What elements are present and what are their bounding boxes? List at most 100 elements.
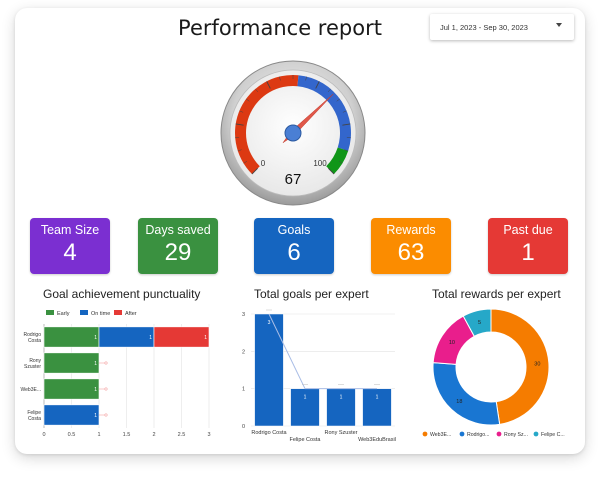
- gauge-tick: [237, 149, 242, 152]
- gauge-hub: [284, 124, 302, 142]
- gauge-max-label: 100: [313, 159, 327, 168]
- y-category-label: Szuster: [24, 364, 41, 370]
- x-category-label: Web3EduBrasil: [358, 437, 396, 443]
- date-range-select[interactable]: Jul 1, 2023 - Sep 30, 2023: [430, 14, 574, 40]
- kpi-team-size: Team Size 4: [30, 218, 110, 274]
- gauge-tick: [315, 81, 320, 89]
- gauge-tick: [235, 123, 244, 126]
- gauge-tick: [342, 123, 351, 126]
- gauge-tick: [342, 110, 347, 113]
- x-tick-label: 1: [97, 432, 100, 438]
- trend-line: [268, 313, 377, 390]
- donut-slice: [432, 362, 501, 426]
- gauge-min-label: 0: [261, 159, 266, 168]
- legend-swatch: [459, 431, 465, 437]
- y-category-label: Rony: [29, 358, 41, 364]
- bar-segment: [43, 404, 100, 426]
- y-category-label: Web3E...: [21, 387, 41, 393]
- legend-swatch: [422, 431, 428, 437]
- kpi-label: Goals: [277, 223, 311, 237]
- x-tick-label: 3: [207, 432, 210, 438]
- y-category-label: Costa: [28, 416, 41, 422]
- y-tick-label: 3: [242, 312, 245, 318]
- bar-value-label: 3: [268, 320, 271, 326]
- bar-segment: [98, 326, 155, 348]
- y-tick-label: 0: [242, 424, 245, 430]
- chevron-down-icon: [556, 23, 562, 27]
- gauge-tick: [338, 161, 343, 164]
- x-tick-label: 0.5: [68, 432, 76, 438]
- kpi-label: Team Size: [40, 223, 100, 237]
- bar-value-label: 1: [376, 395, 379, 401]
- bar-value-label: 1: [94, 335, 97, 341]
- y-category-label: Costa: [28, 338, 41, 344]
- legend-label: Felipe C...: [541, 432, 565, 438]
- rewards-chart: 30 18 10 5 Web3E... Rodrigo... Rony Sz... Felip…: [422, 308, 565, 438]
- gauge-tick: [251, 168, 258, 175]
- y-tick-label: 1: [242, 387, 245, 393]
- x-category-label: Felipe Costa: [290, 437, 322, 443]
- gauge-tick: [245, 98, 250, 102]
- gauge-tick: [239, 110, 244, 113]
- bar-value-label: 1: [340, 395, 343, 401]
- bar: [326, 388, 356, 427]
- after-marker-dot: [104, 413, 108, 417]
- bar-value-label: 1: [149, 335, 152, 341]
- legend-label: After: [125, 311, 137, 317]
- bar-segment: [43, 352, 100, 374]
- legend-label: Rodrigo...: [467, 432, 490, 438]
- goals-chart-title: Total goals per expert: [254, 287, 369, 301]
- kpi-label: Rewards: [386, 223, 436, 237]
- x-tick-label: 2: [152, 432, 155, 438]
- donut-slice: [462, 308, 492, 337]
- legend-swatch: [114, 310, 122, 315]
- kpi-value: 4: [63, 239, 77, 266]
- gauge-band-blue: [297, 75, 351, 151]
- gauge-chart: 0 100 67: [220, 60, 366, 206]
- bar-value-label: 1: [304, 395, 307, 401]
- gauge-band-red: [235, 75, 299, 175]
- legend-swatch: [80, 310, 88, 315]
- kpi-label: Days saved: [145, 223, 211, 237]
- punctuality-chart-title: Goal achievement punctuality: [43, 287, 201, 301]
- kpi-value: 6: [287, 239, 301, 266]
- gauge-tick: [243, 161, 248, 164]
- legend-swatch: [533, 431, 539, 437]
- legend-label: On time: [91, 311, 110, 317]
- legend-label: Web3E...: [430, 432, 451, 438]
- gauge-tick: [305, 76, 307, 81]
- gauge-band-green: [326, 147, 349, 175]
- kpi-days-saved: Days saved 29: [138, 218, 218, 274]
- gauge-tick: [344, 149, 349, 152]
- bar: [254, 313, 284, 427]
- rewards-chart-title: Total rewards per expert: [432, 287, 561, 301]
- legend-swatch: [496, 431, 502, 437]
- slice-value-label: 18: [456, 399, 462, 405]
- date-range-value: Jul 1, 2023 - Sep 30, 2023: [440, 22, 528, 32]
- bar: [290, 388, 320, 427]
- x-tick-label: 1.5: [123, 432, 131, 438]
- y-tick-label: 2: [242, 349, 245, 355]
- bar-segment: [43, 326, 100, 348]
- x-tick-label: 0: [42, 432, 45, 438]
- y-category-label: Felipe: [27, 410, 41, 416]
- gauge-tick: [328, 168, 335, 175]
- kpi-past-due: Past due 1: [488, 218, 568, 274]
- x-category-label: Rony Szuster: [324, 430, 357, 436]
- x-tick-label: 2.5: [178, 432, 186, 438]
- kpi-label: Past due: [503, 223, 553, 237]
- gauge-value: 67: [285, 171, 302, 188]
- kpi-rewards: Rewards 63: [371, 218, 451, 274]
- gauge-tick: [266, 81, 271, 89]
- gauge-tick: [336, 98, 341, 102]
- donut-slice: [490, 308, 550, 425]
- slice-value-label: 5: [478, 320, 481, 326]
- slice-value-label: 30: [534, 362, 540, 368]
- bar-value-label: 1: [94, 413, 97, 419]
- legend-label: Rony Sz...: [504, 432, 528, 438]
- gauge-tick: [327, 88, 331, 93]
- kpi-value: 1: [521, 239, 535, 266]
- kpi-value: 63: [397, 239, 425, 266]
